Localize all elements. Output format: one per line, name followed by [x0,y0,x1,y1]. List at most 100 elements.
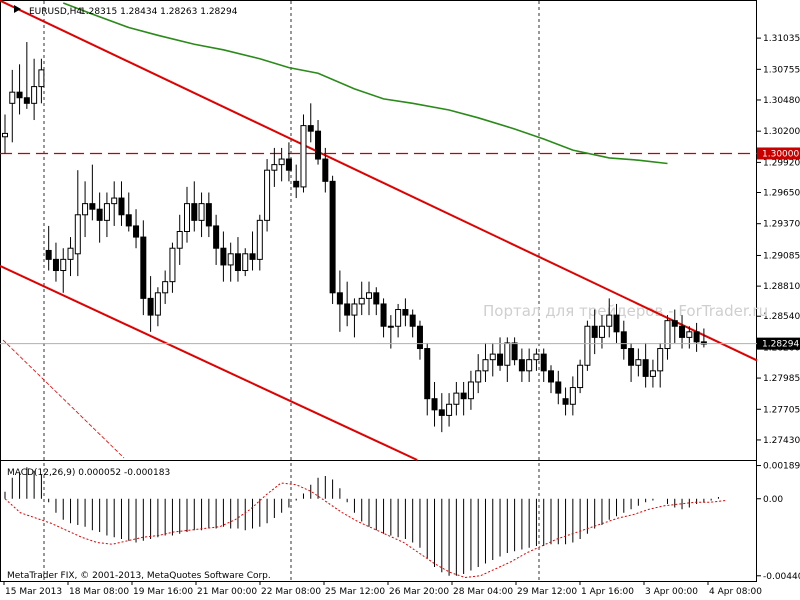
candle-body [424,348,431,400]
candle-body [569,387,576,405]
watermark: Портал для трейдеров - ForTrader.ru [483,302,768,320]
candle-body [693,331,700,343]
candle-body [74,214,81,255]
candle-body [533,353,540,361]
candle-body [620,331,627,350]
price-tick-label: 1.30200 [763,127,800,137]
time-tick-label: 28 Mar 04:00 [453,587,513,597]
candle-body [497,353,504,366]
candle-body [504,342,511,366]
candle-body [23,97,30,104]
price-tick-label: 1.29920 [763,158,800,168]
candle-body [526,359,533,372]
candle-body [453,392,460,405]
channel-line-lower [2,339,125,459]
ohlc-label: 1.28315 1.28434 1.28263 1.28294 [80,7,238,17]
candle-body [686,331,693,338]
candle-body [227,253,234,266]
candle-body [540,353,547,372]
candle-body [562,398,569,405]
price-tick-label: 1.28810 [763,282,800,292]
price-tick-label: 1.27705 [763,405,800,415]
candle-body [9,91,16,104]
candle-body [336,292,343,305]
time-tick-label: 19 Mar 16:00 [133,587,193,597]
level-label: 1.30000 [762,149,799,159]
candle-body [213,225,220,249]
time-axis: 15 Mar 2013 18 Mar 08:00 19 Mar 16:00 21 Ma… [3,581,762,597]
candle-body [351,303,358,316]
macd-histogram [4,467,719,576]
candle-body [577,364,584,389]
channel-line [0,0,758,362]
chart-scroll-arrow-icon[interactable] [14,5,21,13]
candle-body [256,219,263,260]
chart-border [0,0,757,582]
candle-body [205,203,212,227]
candle-body [89,203,96,210]
candle-body [482,359,489,372]
candle-body [518,359,525,372]
candle-body [125,214,132,227]
chart-header: EURUSD,H4 1.28315 1.28434 1.28263 1.2829… [14,5,238,17]
candle-body [133,225,140,238]
candle-body [322,158,329,182]
copyright: MetaTrader FIX, © 2001-2013, MetaQuotes … [7,571,271,581]
candle-body [358,297,365,305]
macd-axis: 0.001898 0.00 -0.004402 [757,462,800,582]
price-tick-label: 1.30755 [763,65,800,75]
candle-body [438,409,445,416]
candle-body [598,325,605,338]
candle-body [169,247,176,283]
candle-body [606,314,613,327]
ma-line [62,2,668,165]
time-tick-label: 18 Mar 08:00 [69,587,129,597]
candle-body [285,158,292,171]
candles [2,42,707,433]
candle-body [96,208,103,221]
price-tick-label: 1.31035 [763,34,800,44]
candle-body [176,231,183,249]
price-tick-label: 1.29085 [763,251,800,261]
level-label-box [757,147,800,160]
candle-body [664,320,671,350]
price-tick-label: 1.29650 [763,188,800,198]
chart-frame [0,0,757,582]
candle-body [679,325,686,338]
candle-body [103,203,110,221]
candle-body [584,325,591,366]
symbol-label: EURUSD,H4 [29,7,82,17]
price-tick-label: 1.27430 [763,436,800,446]
candle-body [264,169,271,221]
candle-body [548,370,554,383]
candle-body [344,303,351,316]
candle-body [555,381,562,394]
candle-body [402,309,409,316]
time-tick-label: 4 Apr 08:00 [709,587,762,597]
time-tick-label: 21 Mar 00:00 [197,587,257,597]
candle-body [67,247,74,260]
time-tick-label: 1 Apr 16:00 [581,587,634,597]
candle-body [649,370,656,377]
price-level-line: 1.30000 [0,147,800,160]
price-tick-label: 1.27985 [763,374,800,384]
channel-lines [0,0,758,461]
candle-body [147,297,154,316]
channel-line [0,265,418,461]
candle-body [460,392,467,400]
macd-tick-label: 0.00 [763,495,783,505]
candle-body [191,203,198,221]
candle-body [657,348,664,372]
candle-body [307,125,314,132]
price-tick-label: 1.29370 [763,220,800,230]
candle-body [82,203,89,216]
candle-body [278,158,285,166]
candle-body [184,203,190,232]
macd-tick-label: -0.004402 [763,572,800,582]
time-tick-label: 25 Mar 12:00 [325,587,385,597]
candle-body [591,325,598,338]
candle-body [366,292,372,299]
candle-body [52,258,59,272]
candle-body [249,253,256,260]
